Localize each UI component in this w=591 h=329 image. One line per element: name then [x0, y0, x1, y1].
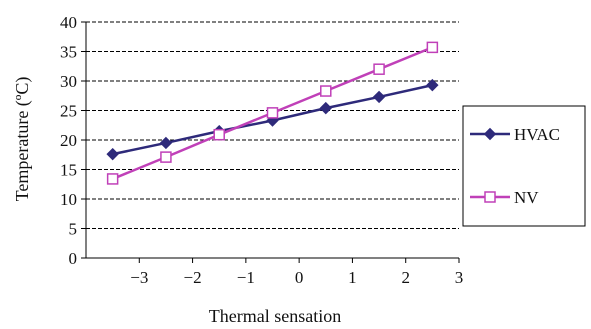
series-layer [106, 41, 439, 185]
y-tick-label: 25 [60, 102, 77, 121]
legend: HVAC NV [462, 105, 586, 227]
x-tick-label: −3 [130, 268, 148, 287]
legend-label-hvac: HVAC [514, 125, 560, 144]
y-axis-title: Temperature (ºC) [12, 77, 33, 202]
data-point-hvac [372, 90, 386, 104]
y-axis-ticks: 0 5 10 15 20 25 30 35 40 [60, 13, 86, 268]
x-tick-label: 3 [455, 268, 464, 287]
data-point-nv [213, 128, 225, 141]
data-point-nv [160, 151, 172, 163]
data-point-hvac [426, 78, 439, 92]
x-tick-label: 1 [348, 268, 357, 287]
data-point-nv [106, 173, 119, 185]
legend-label-nv: NV [514, 188, 539, 207]
y-tick-label: 15 [60, 161, 77, 180]
y-tick-label: 20 [60, 131, 77, 150]
y-tick-label: 35 [60, 43, 77, 62]
legend-marker-nv [484, 191, 496, 203]
y-tick-label: 40 [60, 13, 77, 32]
x-tick-label: 0 [295, 268, 304, 287]
y-tick-label: 5 [69, 220, 78, 239]
x-tick-label: 2 [401, 268, 410, 287]
y-tick-label: 10 [60, 190, 77, 209]
x-tick-label: −2 [184, 268, 202, 287]
y-tick-label: 0 [69, 249, 78, 268]
x-axis-title: Thermal sensation [209, 306, 341, 326]
data-point-nv [373, 63, 385, 75]
data-point-hvac [106, 147, 119, 161]
data-point-hvac [159, 136, 173, 150]
data-point-nv [426, 41, 439, 54]
data-point-nv [320, 85, 332, 97]
data-point-hvac [319, 101, 332, 115]
legend-box [462, 105, 586, 227]
y-tick-label: 30 [60, 72, 77, 91]
legend-marker-hvac [483, 127, 497, 141]
x-tick-label: −1 [237, 268, 255, 287]
x-axis-ticks: −3 −2 −1 0 1 2 3 [130, 258, 463, 287]
data-point-nv [266, 107, 279, 119]
